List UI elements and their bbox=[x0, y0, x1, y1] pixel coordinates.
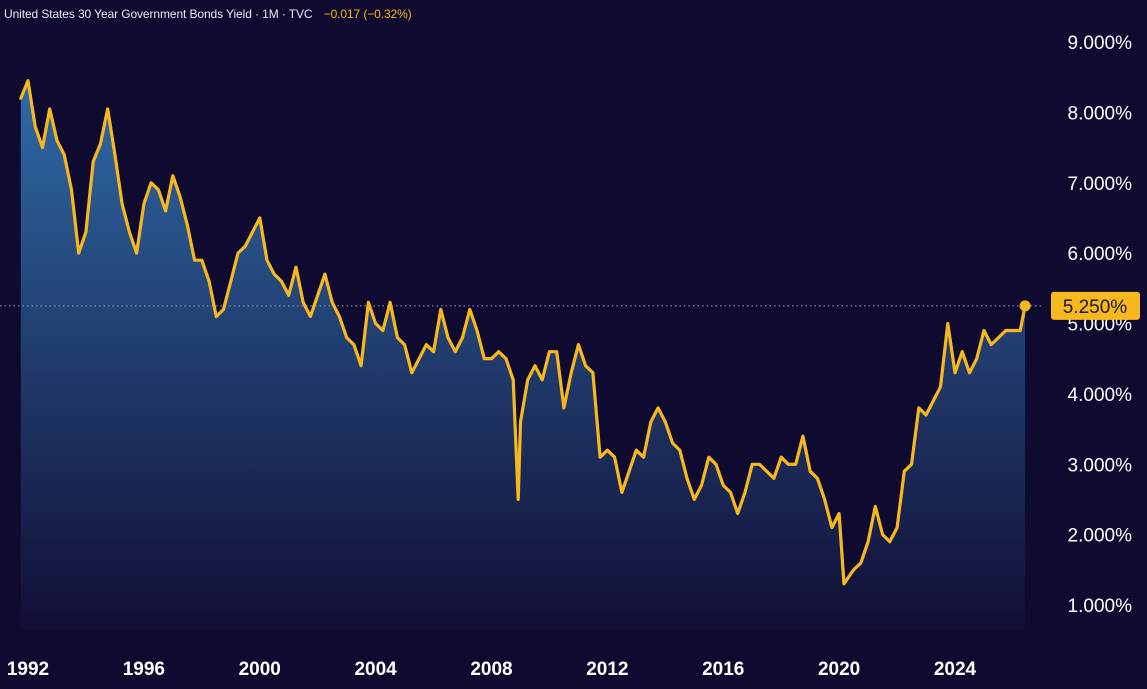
y-tick-label: 7.000% bbox=[1068, 174, 1133, 195]
x-tick-label: 2004 bbox=[354, 659, 397, 680]
y-tick-label: 9.000% bbox=[1068, 33, 1133, 54]
y-tick-label: 1.000% bbox=[1068, 596, 1133, 617]
price-change: −0.017 (−0.32%) bbox=[323, 7, 412, 21]
y-axis: 9.000%8.000%7.000%6.000%5.000%4.000%3.00… bbox=[1068, 33, 1133, 617]
symbol-title: United States 30 Year Government Bonds Y… bbox=[4, 7, 313, 21]
last-price-tag bbox=[1051, 291, 1140, 320]
y-tick-label: 2.000% bbox=[1068, 526, 1133, 547]
x-axis: 1992 1996 2000 2004 2008 2012 2016 2020 2024 bbox=[7, 659, 977, 680]
x-tick-label: 1992 bbox=[7, 659, 49, 680]
x-tick-label: 2016 bbox=[702, 659, 744, 680]
y-tick-label: 6.000% bbox=[1068, 244, 1133, 265]
x-tick-label: 2008 bbox=[470, 659, 512, 680]
chart-header: United States 30 Year Government Bonds Y… bbox=[4, 7, 412, 21]
y-tick-label: 3.000% bbox=[1068, 455, 1133, 476]
x-tick-label: 2020 bbox=[818, 659, 860, 680]
x-tick-label: 2012 bbox=[586, 659, 628, 680]
x-tick-label: 1996 bbox=[123, 659, 165, 680]
last-price-tag-label: 5.250% bbox=[1063, 297, 1128, 318]
x-tick-label: 2024 bbox=[934, 659, 977, 680]
yield-series-line[interactable] bbox=[19, 79, 1027, 586]
x-tick-label: 2000 bbox=[239, 659, 281, 680]
last-point-marker[interactable] bbox=[1019, 300, 1031, 312]
y-tick-label: 4.000% bbox=[1068, 385, 1133, 406]
y-tick-label: 8.000% bbox=[1068, 103, 1133, 124]
yield-area-fill bbox=[20, 80, 1026, 630]
